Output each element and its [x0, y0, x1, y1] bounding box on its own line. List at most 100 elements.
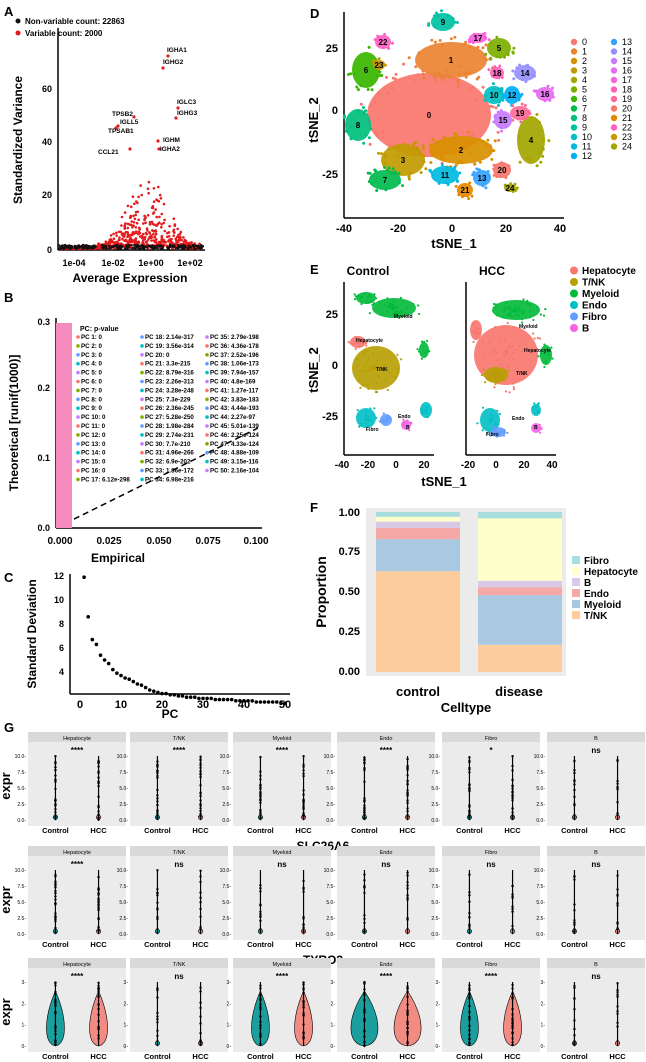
cluster-legend-label: 3: [582, 66, 587, 76]
pc-legend-dot: [76, 370, 80, 375]
highlight-point: [166, 54, 170, 58]
variable-point: [176, 240, 180, 243]
pc-legend-dot: [76, 477, 80, 482]
d-xtick: -20: [390, 223, 406, 235]
stacked-bar-segment: [376, 539, 460, 572]
celltype-cell: [507, 314, 510, 317]
celltype-cell: [489, 420, 492, 424]
g-ytick: 5.0-: [119, 786, 128, 792]
variable-point: [163, 229, 167, 233]
celltype-cell: [504, 306, 507, 309]
nonvariable-point: [82, 247, 85, 250]
facet-strip: [442, 958, 540, 968]
g-ytick: 2-: [436, 1001, 441, 1007]
celltype-cell: [356, 338, 359, 341]
cluster-cell: [511, 104, 515, 108]
celltype-cell: [542, 314, 546, 317]
g-ytick: 5.0-: [326, 900, 335, 906]
celltype-cell: [365, 341, 368, 344]
cluster-cell: [466, 130, 470, 134]
celltype-cell: [489, 339, 492, 342]
cluster-legend-dot: [570, 67, 578, 74]
facet-strip: [28, 846, 126, 856]
celltype-cell: [504, 390, 508, 393]
g-ytick: 10.0-: [429, 754, 441, 760]
celltype-cell: [506, 307, 509, 310]
celltype-cell: [423, 340, 426, 344]
facet-panel: [442, 968, 540, 1052]
celltype-cell: [361, 370, 364, 374]
cluster-cell: [453, 20, 457, 24]
celltype-cell: [495, 314, 498, 317]
cluster-cell: [478, 138, 482, 142]
celltype-cell: [502, 434, 505, 437]
g-ytick: 0.0-: [222, 932, 231, 938]
pc-legend-entry: PC 36: 4.36e-178: [210, 343, 259, 350]
significance-label: ****: [380, 972, 393, 981]
celltype-cell: [540, 426, 543, 429]
e-label: B: [534, 425, 538, 431]
pc-legend-dot: [76, 406, 80, 410]
cluster-label: 10: [490, 91, 499, 100]
group-label: HCC: [609, 826, 626, 835]
facet-panel: [442, 856, 540, 940]
pc-legend-entry: PC 23: 2.26e-313: [145, 379, 194, 386]
elbow-point: [238, 699, 242, 703]
f-legend-swatch: [572, 556, 580, 564]
pc-legend-entry: PC 3: 0: [81, 352, 103, 359]
g-ylabel: expr: [0, 886, 13, 913]
c-ytick: 12: [54, 571, 64, 581]
variable-point: [137, 195, 140, 199]
facet-strip: [337, 732, 435, 742]
cluster-legend-label: 24: [622, 142, 632, 152]
cluster-cell: [497, 76, 501, 80]
cluster-cell: [512, 77, 516, 81]
celltype-cell: [518, 307, 521, 311]
celltype-cell: [551, 357, 554, 360]
variable-point: [134, 210, 138, 214]
variable-point: [128, 223, 132, 226]
elbow-point: [123, 676, 127, 680]
celltype-cell: [502, 352, 505, 355]
elbow-point: [250, 699, 254, 703]
c-ytick: 10: [54, 595, 64, 605]
cluster-cell: [498, 87, 502, 91]
celltype-cell: [493, 349, 496, 352]
facet-panel: [337, 856, 435, 940]
cluster-cell: [452, 168, 456, 172]
cluster-cell: [548, 98, 552, 102]
pc-legend-entry: PC 18: 2.14e-317: [145, 334, 194, 341]
c-xlabel: PC: [162, 707, 179, 718]
cluster-cell: [465, 71, 469, 75]
celltype-cell: [494, 307, 497, 310]
stacked-bar-segment: [478, 644, 562, 672]
group-label: HCC: [504, 1052, 521, 1061]
g-ytick: 2.5-: [17, 916, 26, 922]
stacked-bar-segment: [376, 528, 460, 540]
cluster-cell: [456, 161, 460, 165]
variable-point: [123, 233, 126, 236]
cluster-cell: [492, 167, 496, 171]
celltype-cell: [482, 427, 485, 430]
cluster-cell: [458, 171, 462, 175]
elbow-point: [135, 682, 140, 686]
cluster-cell: [524, 116, 528, 120]
group-label: HCC: [192, 826, 209, 835]
celltype-cell: [535, 406, 538, 409]
cluster-cell: [431, 173, 435, 177]
variable-point: [151, 229, 154, 232]
nonvariable-point: [153, 245, 157, 249]
gene-label: IGHA1: [167, 47, 187, 54]
variable-point: [146, 214, 150, 217]
e-label: Hepatocyte: [524, 348, 551, 354]
celltype-cell: [498, 412, 501, 416]
celltype-cell: [406, 419, 409, 422]
nonvariable-point: [171, 244, 174, 247]
facet-strip: [442, 846, 540, 856]
g-ytick: 10.0-: [534, 868, 546, 874]
cluster-legend-dot: [610, 105, 618, 112]
pc-legend-dot: [140, 459, 144, 464]
cluster-cell: [440, 156, 444, 160]
pc-legend-entry: PC 43: 4.44e-193: [210, 405, 259, 412]
pc-legend-dot: [76, 415, 80, 419]
